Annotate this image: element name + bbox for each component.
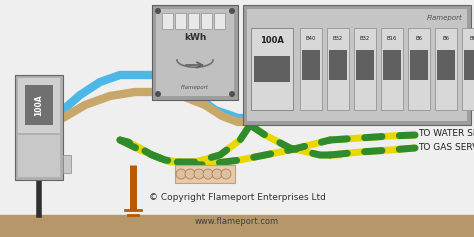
Bar xyxy=(0,215,474,237)
Text: B32: B32 xyxy=(333,36,343,41)
Circle shape xyxy=(229,91,235,97)
Bar xyxy=(408,28,430,110)
Bar xyxy=(302,50,320,80)
Text: kWh: kWh xyxy=(184,33,206,42)
Text: © Copyright Flameport Enterprises Ltd: © Copyright Flameport Enterprises Ltd xyxy=(148,192,326,201)
Bar xyxy=(243,5,471,125)
Bar xyxy=(410,50,428,80)
Bar xyxy=(214,13,225,29)
Bar xyxy=(156,9,234,96)
Text: 100A: 100A xyxy=(260,36,284,45)
Bar xyxy=(464,50,474,80)
Bar xyxy=(15,75,63,180)
Bar xyxy=(152,5,238,100)
Bar xyxy=(201,13,212,29)
Bar xyxy=(462,28,474,110)
Bar xyxy=(381,28,403,110)
Circle shape xyxy=(203,169,213,179)
Bar xyxy=(354,28,376,110)
Circle shape xyxy=(221,169,231,179)
Circle shape xyxy=(155,8,161,14)
Bar xyxy=(162,13,173,29)
Bar xyxy=(327,28,349,110)
Bar xyxy=(63,155,71,173)
Bar xyxy=(254,56,290,82)
Circle shape xyxy=(212,169,222,179)
Bar xyxy=(18,78,60,133)
Bar xyxy=(175,13,186,29)
Text: TO WATER SERVICE: TO WATER SERVICE xyxy=(418,128,474,137)
Bar xyxy=(383,50,401,80)
Bar xyxy=(435,28,457,110)
Circle shape xyxy=(176,169,186,179)
Bar xyxy=(175,165,235,183)
Text: B32: B32 xyxy=(360,36,370,41)
Bar xyxy=(251,28,293,110)
Bar xyxy=(247,9,467,121)
Text: B16: B16 xyxy=(387,36,397,41)
Text: B40: B40 xyxy=(306,36,316,41)
Bar xyxy=(18,135,60,177)
Circle shape xyxy=(194,169,204,179)
Bar xyxy=(329,50,347,80)
Text: Flameport: Flameport xyxy=(427,15,463,21)
Circle shape xyxy=(155,91,161,97)
Text: Flameport: Flameport xyxy=(181,85,209,90)
Text: www.flameport.com: www.flameport.com xyxy=(195,218,279,227)
Bar xyxy=(356,50,374,80)
Circle shape xyxy=(229,8,235,14)
Bar xyxy=(25,85,53,125)
Circle shape xyxy=(185,169,195,179)
Text: B6: B6 xyxy=(470,36,474,41)
Bar xyxy=(437,50,455,80)
Text: TO GAS SERVICE: TO GAS SERVICE xyxy=(418,143,474,152)
Text: 100A: 100A xyxy=(35,94,44,116)
Text: B6: B6 xyxy=(416,36,422,41)
Bar xyxy=(188,13,199,29)
Bar xyxy=(300,28,322,110)
Text: B6: B6 xyxy=(443,36,449,41)
